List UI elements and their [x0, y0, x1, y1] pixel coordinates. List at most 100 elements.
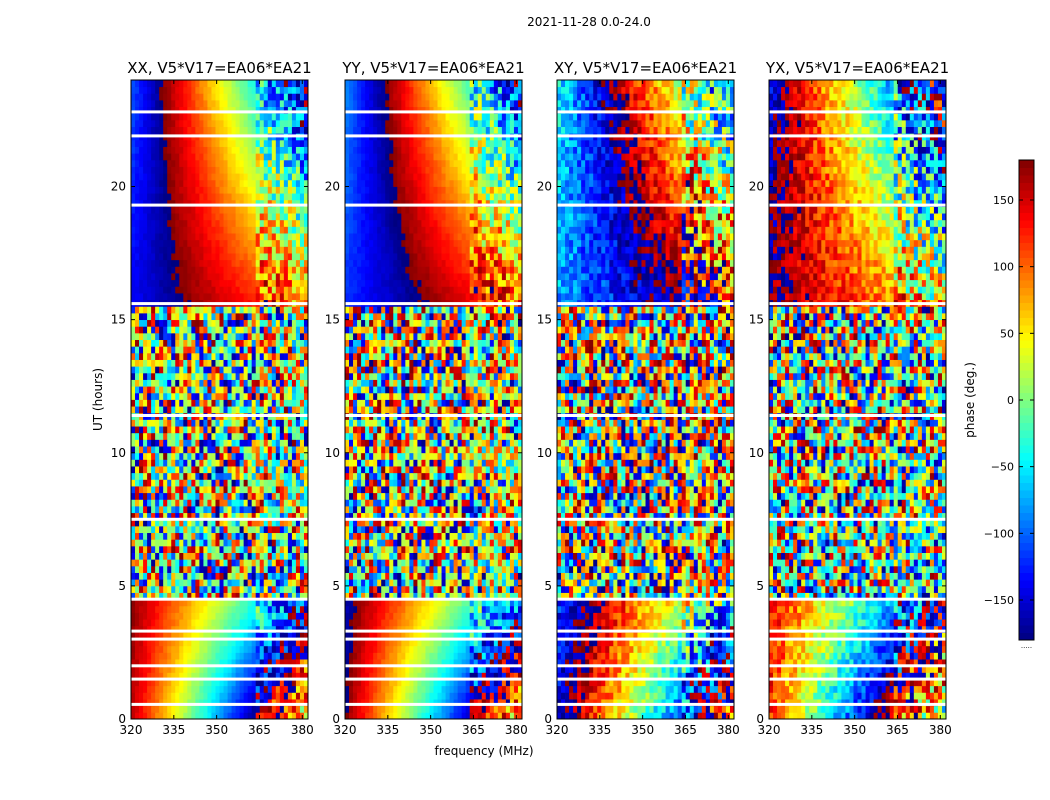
- heatmap-cell: [147, 533, 151, 540]
- heatmap-cell: [171, 233, 175, 240]
- heatmap-cell: [510, 692, 514, 699]
- heatmap-cell: [240, 546, 244, 553]
- heatmap-cell: [215, 253, 219, 260]
- heatmap-cell: [280, 120, 284, 127]
- heatmap-cell: [369, 619, 373, 626]
- heatmap-cell: [240, 606, 244, 613]
- heatmap-cell: [147, 260, 151, 267]
- heatmap-cell: [288, 266, 292, 273]
- heatmap-cell: [413, 606, 417, 613]
- heatmap-cell: [171, 553, 175, 560]
- heatmap-cell: [296, 280, 300, 287]
- heatmap-cell: [183, 346, 187, 353]
- heatmap-cell: [502, 652, 506, 659]
- heatmap-cell: [203, 306, 207, 313]
- heatmap-cell: [187, 213, 191, 220]
- heatmap-cell: [276, 120, 280, 127]
- heatmap-cell: [191, 87, 195, 94]
- heatmap-cell: [300, 320, 304, 327]
- heatmap-cell: [199, 153, 203, 160]
- heatmap-cell: [151, 459, 155, 466]
- heatmap-cell: [143, 313, 147, 320]
- heatmap-cell: [300, 692, 304, 699]
- heatmap-cell: [256, 373, 260, 380]
- heatmap-cell: [292, 652, 296, 659]
- heatmap-cell: [195, 80, 199, 87]
- heatmap-cell: [131, 400, 135, 407]
- heatmap-cell: [240, 306, 244, 313]
- heatmap-cell: [131, 326, 135, 333]
- heatmap-cell: [167, 439, 171, 446]
- heatmap-cell: [236, 340, 240, 347]
- heatmap-cell: [450, 692, 454, 699]
- heatmap-cell: [232, 340, 236, 347]
- heatmap-cell: [135, 453, 139, 460]
- heatmap-cell: [159, 692, 163, 699]
- heatmap-cell: [151, 493, 155, 500]
- heatmap-cell: [413, 706, 417, 713]
- heatmap-cell: [199, 220, 203, 227]
- heatmap-cell: [175, 446, 179, 453]
- heatmap-cell: [179, 652, 183, 659]
- heatmap-cell: [179, 120, 183, 127]
- heatmap-cell: [135, 386, 139, 393]
- heatmap-cell: [232, 406, 236, 413]
- heatmap-cell: [272, 167, 276, 174]
- heatmap-cell: [284, 100, 288, 107]
- heatmap-cell: [131, 606, 135, 613]
- heatmap-cell: [252, 646, 256, 653]
- heatmap-cell: [506, 613, 510, 620]
- heatmap-cell: [292, 280, 296, 287]
- heatmap-cell: [272, 466, 276, 473]
- heatmap-cell: [211, 433, 215, 440]
- heatmap-cell: [163, 619, 167, 626]
- heatmap-cell: [151, 360, 155, 367]
- heatmap-cell: [442, 613, 446, 620]
- heatmap-cell: [377, 686, 381, 693]
- heatmap-cell: [135, 473, 139, 480]
- heatmap-cell: [474, 706, 478, 713]
- heatmap-cell: [401, 613, 405, 620]
- heatmap-cell: [220, 586, 224, 593]
- heatmap-cell: [272, 692, 276, 699]
- heatmap-cell: [175, 400, 179, 407]
- heatmap-cell: [244, 360, 248, 367]
- heatmap-cell: [256, 120, 260, 127]
- heatmap-cell: [175, 293, 179, 300]
- heatmap-cell: [175, 646, 179, 653]
- heatmap-cell: [268, 266, 272, 273]
- heatmap-cell: [220, 187, 224, 194]
- heatmap-cell: [232, 426, 236, 433]
- heatmap-cell: [264, 712, 268, 719]
- heatmap-cell: [199, 293, 203, 300]
- heatmap-cell: [131, 180, 135, 187]
- heatmap-cell: [207, 433, 211, 440]
- heatmap-cell: [272, 260, 276, 267]
- heatmap-cell: [199, 712, 203, 719]
- heatmap-cell: [276, 226, 280, 233]
- heatmap-cell: [207, 80, 211, 87]
- heatmap-cell: [195, 340, 199, 347]
- heatmap-cell: [284, 453, 288, 460]
- heatmap-cell: [232, 373, 236, 380]
- heatmap-cell: [187, 173, 191, 180]
- heatmap-cell: [179, 573, 183, 580]
- heatmap-cell: [224, 506, 228, 513]
- heatmap-cell: [211, 446, 215, 453]
- heatmap-cell: [292, 439, 296, 446]
- heatmap-cell: [236, 573, 240, 580]
- heatmap-cell: [296, 579, 300, 586]
- heatmap-cell: [292, 546, 296, 553]
- heatmap-cell: [236, 147, 240, 154]
- heatmap-cell: [191, 147, 195, 154]
- heatmap-cell: [215, 400, 219, 407]
- heatmap-cell: [183, 273, 187, 280]
- heatmap-cell: [167, 433, 171, 440]
- heatmap-cell: [248, 579, 252, 586]
- heatmap-cell: [280, 266, 284, 273]
- heatmap-cell: [248, 333, 252, 340]
- heatmap-cell: [183, 360, 187, 367]
- heatmap-cell: [211, 187, 215, 194]
- heatmap-cell: [199, 266, 203, 273]
- heatmap-cell: [207, 127, 211, 134]
